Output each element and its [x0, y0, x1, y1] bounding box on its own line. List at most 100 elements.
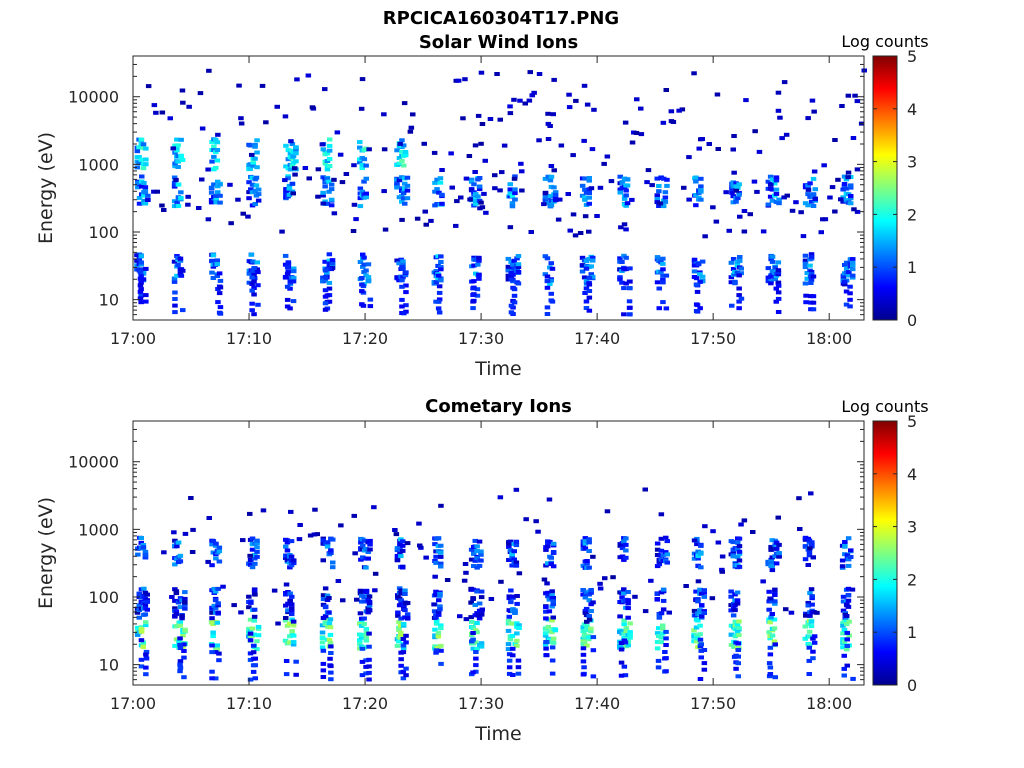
spectrogram-cell — [808, 252, 815, 257]
spectrogram-cell — [768, 279, 774, 284]
colorbar-tick-label: 1 — [907, 623, 917, 642]
plot-frame — [132, 55, 865, 321]
spectrogram-cell — [551, 77, 557, 82]
spectrogram-cell — [619, 542, 626, 547]
spectrogram-cell — [361, 538, 368, 543]
spectrogram-cell — [844, 553, 851, 558]
spectrogram-cell — [287, 565, 293, 570]
spectrogram-cell — [621, 631, 627, 636]
spectrogram-cell — [361, 262, 367, 267]
spectrogram-cell — [400, 191, 407, 196]
spectrogram-cell — [750, 530, 756, 534]
spectrogram-cell — [437, 176, 444, 181]
spectrogram-cell — [544, 305, 551, 310]
spectrogram-cell — [365, 556, 371, 561]
spectrogram-cell — [282, 253, 289, 258]
spectrogram-cell — [363, 658, 369, 663]
spectrogram-cell — [663, 636, 669, 641]
spectrogram-cell — [288, 563, 295, 568]
spectrogram-cell — [400, 539, 406, 544]
spectrogram-cell — [286, 192, 293, 197]
spectrogram-cell — [473, 650, 479, 654]
spectrogram-cell — [252, 202, 258, 206]
spectrogram-cell — [627, 635, 633, 640]
spectrogram-cell — [433, 621, 440, 626]
spectrogram-cell — [590, 600, 596, 605]
spectrogram-cell — [179, 613, 185, 618]
spectrogram-cell — [320, 597, 327, 602]
spectrogram-cell — [353, 217, 359, 222]
spectrogram-cell — [172, 297, 178, 301]
spectrogram-cell — [531, 90, 537, 95]
spectrogram-cell — [246, 271, 253, 276]
spectrogram-cell — [205, 559, 211, 564]
spectrogram-cell — [134, 610, 141, 615]
spectrogram-cell — [505, 268, 512, 273]
spectrogram-cell — [582, 176, 588, 181]
spectrogram-cell — [327, 656, 333, 661]
spectrogram-cell — [588, 186, 595, 191]
spectrogram-cell — [433, 650, 439, 655]
spectrogram-cell — [664, 183, 670, 188]
spectrogram-cell — [719, 554, 726, 559]
spectrogram-cell — [328, 197, 335, 202]
spectrogram-cell — [173, 177, 179, 182]
colorbar-tick-label: 1 — [907, 258, 917, 277]
spectrogram-cell — [396, 620, 402, 624]
spectrogram-cell — [190, 527, 196, 532]
spectrogram-cell — [579, 255, 586, 260]
spectrogram-cell — [546, 497, 553, 502]
spectrogram-cell — [686, 155, 692, 160]
spectrogram-cell — [138, 262, 144, 267]
spectrogram-cell — [478, 612, 485, 617]
spectrogram-cell — [514, 601, 520, 606]
spectrogram-cell — [283, 556, 289, 560]
spectrogram-cell — [249, 152, 255, 157]
spectrogram-cell — [252, 156, 258, 161]
spectrogram-cell — [366, 599, 373, 604]
spectrogram-cell — [250, 669, 257, 674]
spectrogram-cell — [138, 254, 144, 259]
spectrogram-cell — [548, 261, 554, 266]
spectrogram-cell — [328, 548, 334, 553]
spectrogram-cell — [474, 287, 481, 292]
spectrogram-cell — [357, 204, 364, 209]
spectrogram-cell — [476, 176, 483, 180]
spectrogram-cell — [382, 227, 389, 232]
spectrogram-cell — [844, 622, 850, 627]
spectrogram-cell — [528, 230, 534, 234]
spectrogram-cell — [765, 279, 772, 284]
spectrogram-cell — [142, 190, 149, 195]
spectrogram-cell — [552, 190, 559, 195]
spectrogram-cell — [210, 634, 216, 639]
spectrogram-cell — [810, 649, 816, 654]
spectrogram-cell — [808, 587, 815, 592]
spectrogram-cell — [773, 178, 780, 183]
spectrogram-cell — [775, 296, 782, 301]
spectrogram-cell — [178, 273, 185, 278]
spectrogram-cell — [660, 261, 666, 266]
spectrogram-cell — [170, 146, 176, 151]
spectrogram-cell — [660, 277, 666, 282]
spectrogram-cell — [252, 676, 258, 681]
spectrogram-cell — [769, 633, 776, 638]
spectrogram-cell — [506, 614, 512, 619]
spectrogram-cell — [213, 541, 219, 546]
spectrogram-cell — [399, 278, 405, 283]
spectrogram-cell — [403, 290, 409, 295]
spectrogram-cell — [438, 626, 444, 631]
spectrogram-cell — [767, 665, 774, 670]
y-tick-label: 1000 — [78, 520, 119, 539]
spectrogram-cell — [137, 276, 144, 281]
spectrogram-cell — [381, 112, 387, 117]
spectrogram-cell — [315, 194, 321, 199]
spectrogram-cell — [137, 270, 144, 275]
spectrogram-cell — [254, 138, 260, 143]
spectrogram-cell — [143, 162, 149, 167]
spectrogram-cell — [621, 618, 627, 623]
spectrogram-cell — [249, 288, 255, 293]
spectrogram-cell — [396, 586, 403, 591]
spectrogram-cell — [365, 262, 372, 267]
spectrogram-cell — [713, 219, 720, 224]
spectrogram-cell — [398, 591, 404, 596]
